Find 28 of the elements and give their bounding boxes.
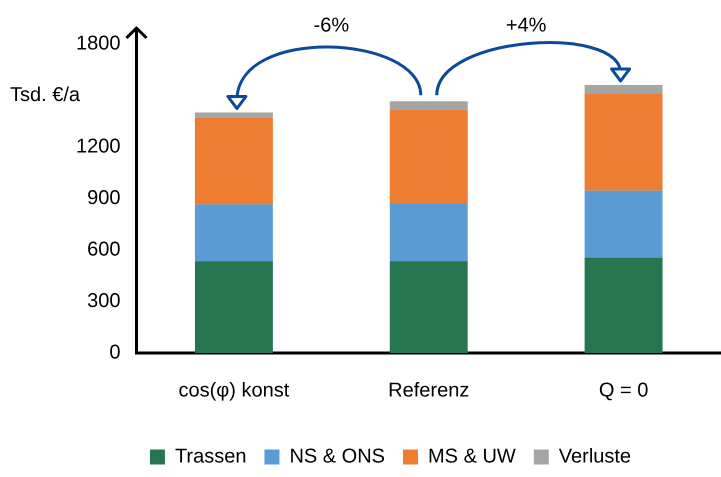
bar	[194, 112, 273, 118]
legend-label: MS & UW	[428, 446, 516, 468]
y-axis-title: Tsd. €/a	[10, 84, 81, 106]
y-tick-label: 1200	[76, 135, 120, 158]
bar	[390, 204, 468, 262]
x-tick-label: Referenz	[388, 380, 470, 402]
annotation: +4%	[506, 14, 547, 37]
y-tick-label: 0	[109, 342, 120, 364]
bar	[194, 118, 273, 204]
annotation: -6%	[314, 14, 350, 37]
legend-label: Verluste	[558, 446, 632, 468]
bar	[584, 258, 663, 353]
bar	[390, 261, 468, 353]
bar	[390, 110, 468, 204]
bar	[390, 101, 468, 110]
x-tick-label: Q = 0	[598, 380, 648, 402]
bar	[584, 84, 663, 94]
y-tick-label: 1800	[76, 32, 120, 54]
legend-label: NS & ONS	[289, 446, 386, 468]
legend-label: Trassen	[174, 446, 246, 468]
bar	[584, 94, 663, 191]
bar	[194, 261, 273, 353]
y-tick-label: 300	[87, 290, 120, 312]
y-tick-label: 900	[87, 186, 120, 209]
y-tick-label: 600	[87, 238, 120, 260]
bar	[584, 190, 663, 258]
x-tick-label: cos(φ) konst	[178, 380, 290, 402]
bar	[194, 204, 273, 262]
